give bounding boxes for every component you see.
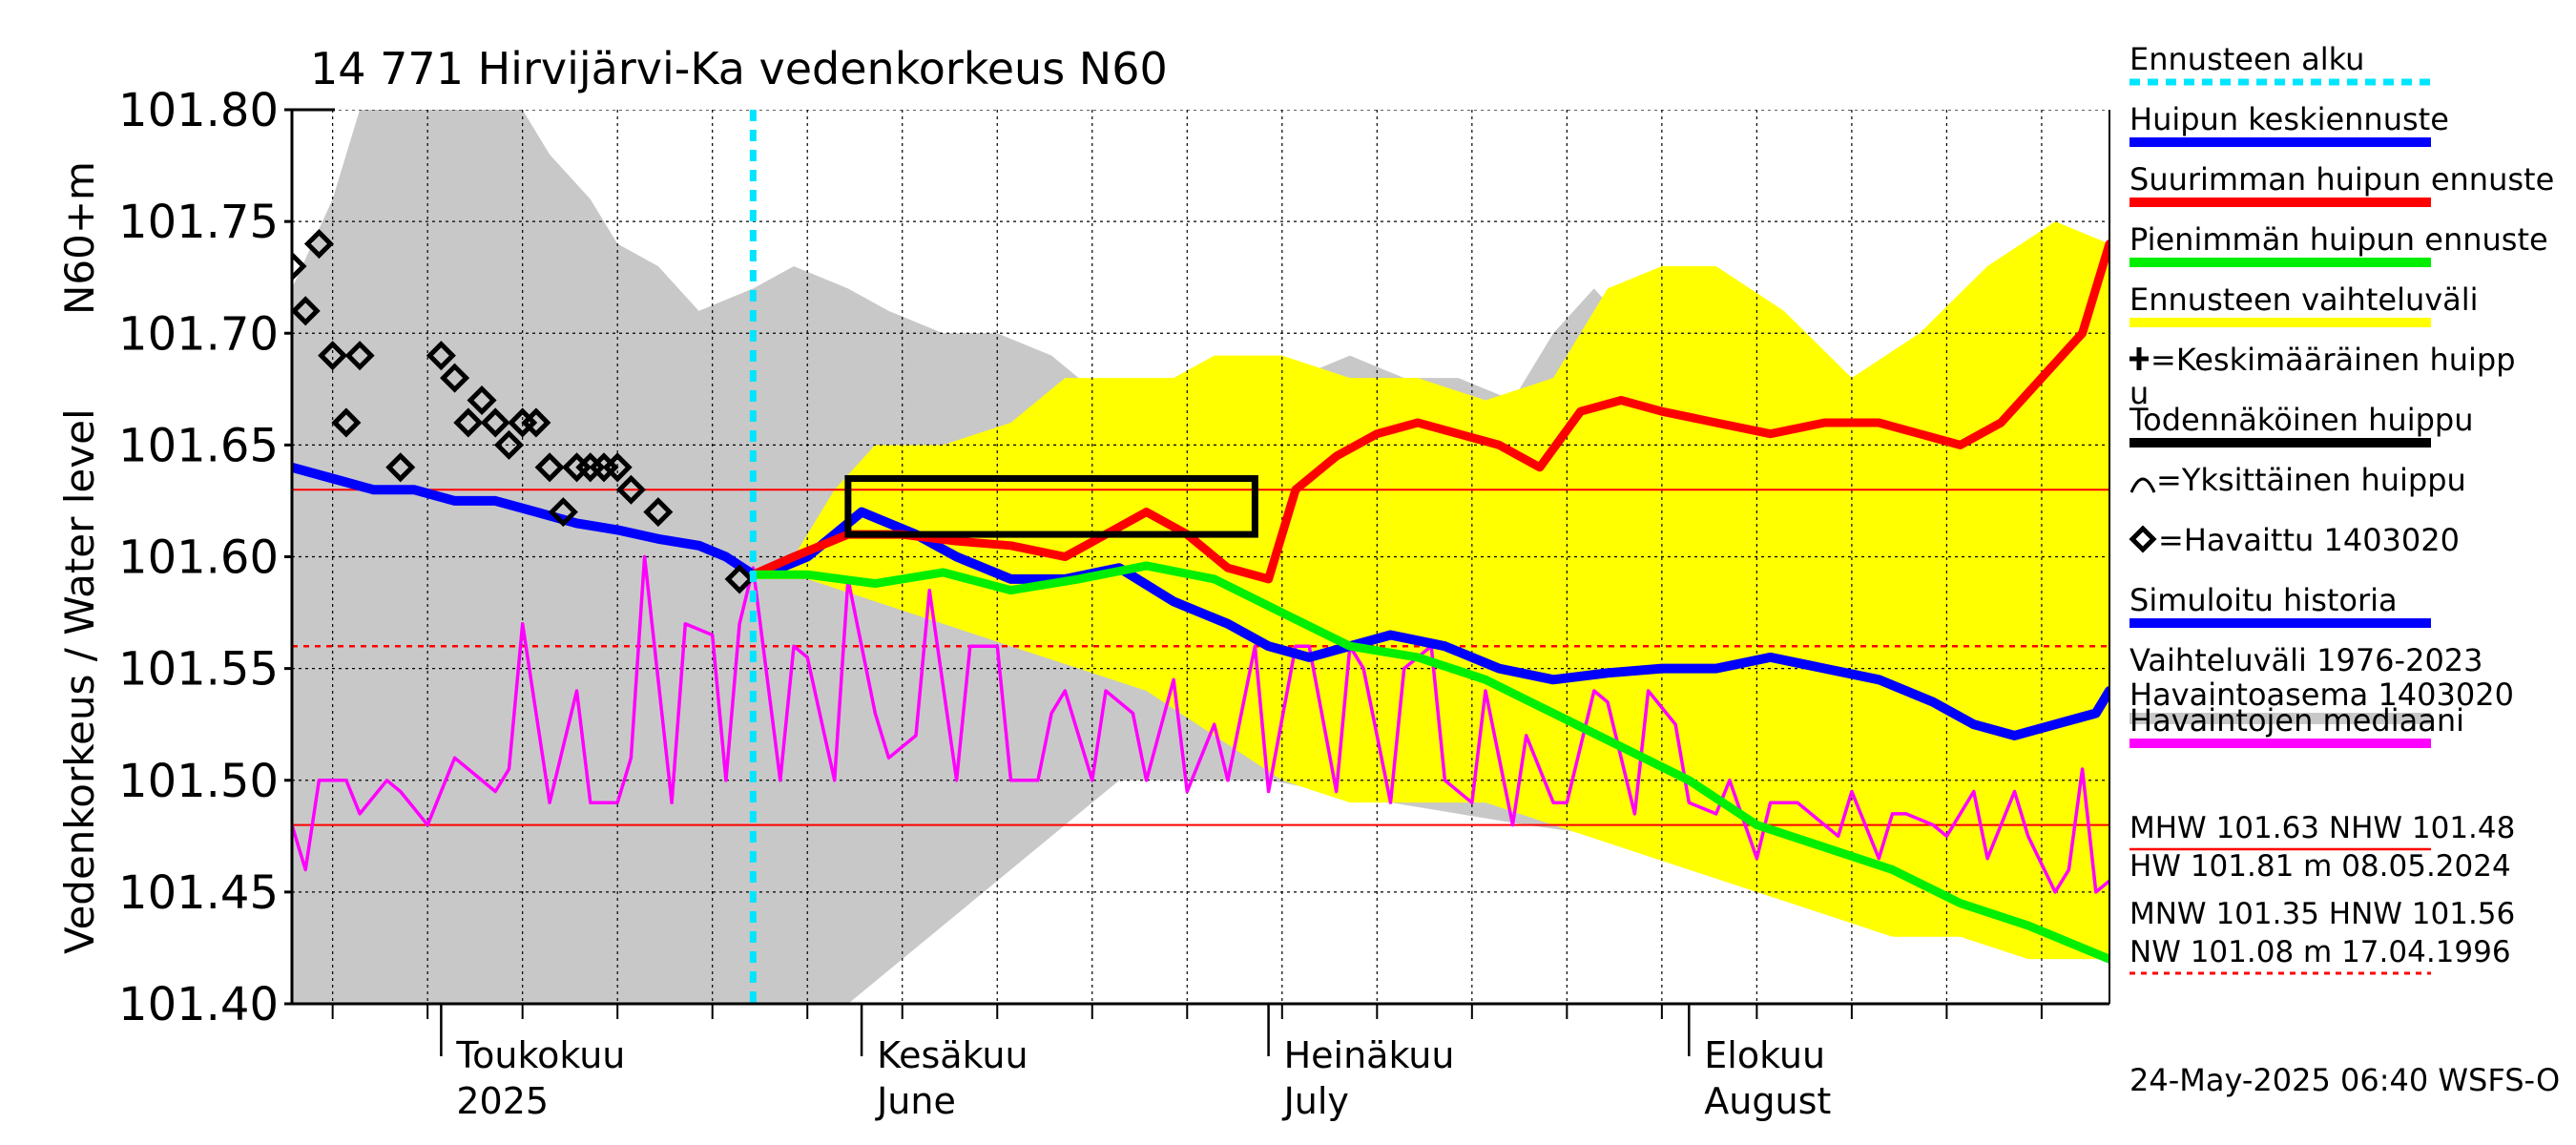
observed-point: [615, 474, 646, 505]
max-peak-forecast-line: [748, 239, 2109, 584]
observed-point: [493, 429, 524, 460]
month-label-fi: Heinäkuu: [1284, 1034, 1455, 1076]
legend-label: Havaintojen mediaani: [2129, 702, 2464, 739]
month-label-fi: Kesäkuu: [877, 1034, 1028, 1076]
observed-point: [453, 407, 484, 438]
y-tick-label: 101.75: [118, 196, 279, 249]
observed-point: [440, 363, 470, 393]
legend-label: =Havaittu 1403020: [2158, 522, 2460, 558]
legend-label-continued: u: [2129, 375, 2149, 411]
y-tick-label: 101.60: [118, 531, 279, 585]
median-line: [292, 554, 2109, 894]
legend-label: =Keskimääräinen huipp: [2150, 342, 2516, 378]
month-label-en: July: [1282, 1080, 1349, 1122]
chart-title: 14 771 Hirvijärvi-Ka vedenkorkeus N60: [310, 43, 1168, 94]
legend-label: Ennusteen alku: [2129, 41, 2364, 77]
month-label-en: 2025: [456, 1080, 549, 1122]
month-label-en: June: [875, 1080, 956, 1122]
stats-label: MHW 101.63 NHW 101.48: [2129, 811, 2515, 845]
y-axis-unit: N60+m: [56, 161, 103, 315]
legend-label: Huipun keskiennuste: [2129, 101, 2449, 137]
legend-label: Todennäköinen huippu: [2129, 402, 2474, 438]
y-tick-label: 101.40: [118, 978, 279, 1031]
y-tick-label: 101.70: [118, 307, 279, 361]
month-label-fi: Elokuu: [1704, 1034, 1825, 1076]
observed-point: [292, 251, 307, 281]
legend-label: Suurimman huipun ennuste: [2129, 161, 2554, 198]
stats-label: MNW 101.35 HNW 101.56: [2129, 897, 2515, 931]
observed-point: [331, 407, 362, 438]
y-tick-label: 101.50: [118, 755, 279, 808]
timestamp-label: 24-May-2025 06:40 WSFS-O: [2129, 1062, 2560, 1098]
legend-plus-icon: [2129, 347, 2149, 370]
legend-label: Pienimmän huipun ennuste: [2129, 221, 2548, 258]
observed-point: [292, 296, 321, 326]
month-label-en: August: [1704, 1080, 1831, 1122]
observed-point: [724, 564, 755, 594]
observed-point: [426, 341, 456, 371]
y-tick-label: 101.65: [118, 419, 279, 472]
likely-peak-box: [844, 475, 1258, 538]
legend-label: Simuloitu historia: [2129, 582, 2398, 618]
observed-point: [318, 341, 348, 371]
legend-label-continued: Havaintoasema 1403020: [2129, 677, 2514, 713]
observed-point: [480, 407, 510, 438]
legend-label: Vaihteluväli 1976-2023: [2129, 642, 2483, 678]
y-axis-label: Vedenkorkeus / Water level: [56, 408, 103, 954]
legend-arc-icon: [2129, 477, 2156, 493]
legend-diamond-icon: [2129, 525, 2157, 553]
y-tick-label: 101.80: [118, 84, 279, 137]
observed-point: [344, 341, 375, 371]
observed-point: [643, 497, 674, 528]
y-tick-label: 101.45: [118, 866, 279, 920]
y-tick-label: 101.55: [118, 643, 279, 697]
observed-point: [303, 229, 334, 260]
stats-label: HW 101.81 m 08.05.2024: [2129, 849, 2511, 884]
observed-point: [385, 452, 416, 483]
observed-point: [521, 407, 551, 438]
month-label-fi: Toukokuu: [455, 1034, 625, 1076]
legend-label: Ennusteen vaihteluväli: [2129, 281, 2479, 318]
observed-point: [602, 452, 633, 483]
legend-label: =Yksittäinen huippu: [2156, 462, 2466, 498]
observed-point: [534, 452, 565, 483]
observed-point: [548, 497, 578, 528]
min-peak-forecast-line: [748, 561, 2109, 964]
observed-point: [467, 385, 497, 416]
stats-label: NW 101.08 m 17.04.1996: [2129, 935, 2511, 969]
